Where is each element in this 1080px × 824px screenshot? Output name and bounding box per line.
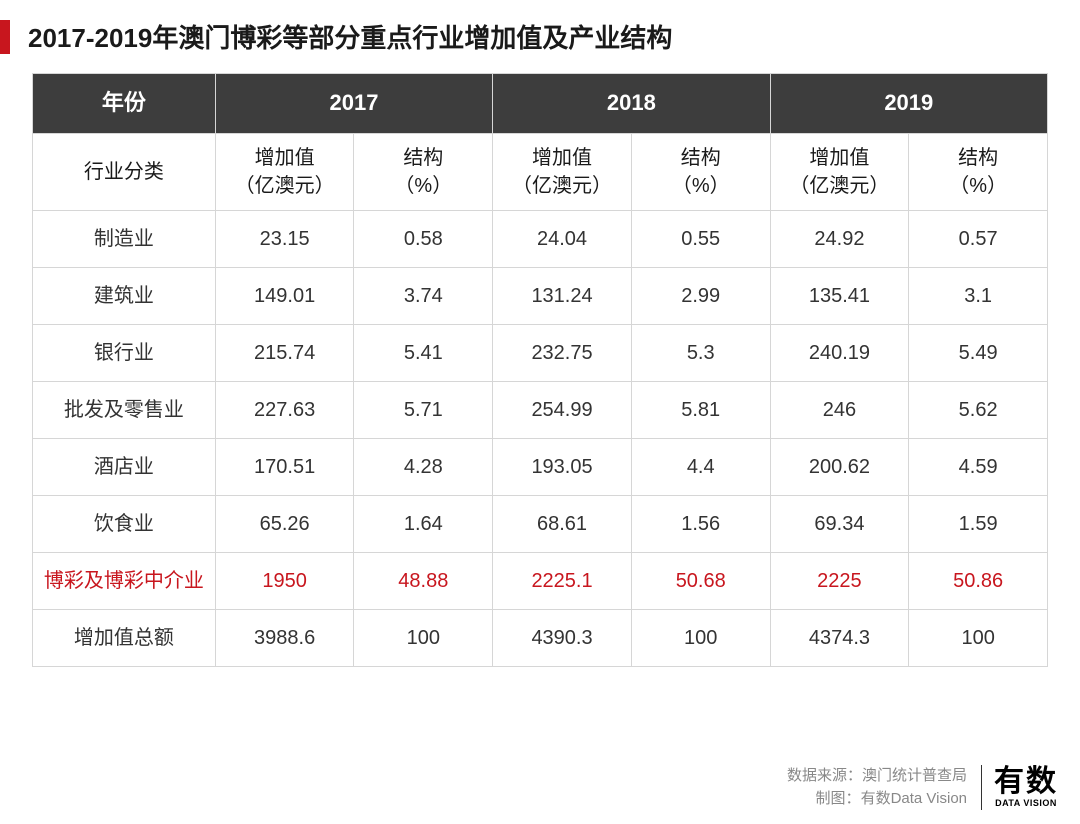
cell-2018-value: 193.05 [493,438,632,495]
cell-2018-ratio: 5.81 [631,381,770,438]
header-year-2019: 2019 [770,74,1047,134]
table-subheader-row: 行业分类 增加值（亿澳元） 结构（%） 增加值（亿澳元） 结构（%） 增加值（亿… [33,133,1048,210]
cell-2018-ratio: 0.55 [631,210,770,267]
industry-table: 年份 2017 2018 2019 行业分类 增加值（亿澳元） 结构（%） 增加… [32,73,1048,667]
sub-value-2017: 增加值（亿澳元） [215,133,354,210]
table-row: 博彩及博彩中介业195048.882225.150.68222550.86 [33,552,1048,609]
cell-2017-ratio: 5.41 [354,324,493,381]
sub-value-2019: 增加值（亿澳元） [770,133,909,210]
header: 2017-2019年澳门博彩等部分重点行业增加值及产业结构 [0,0,1080,73]
row-label: 博彩及博彩中介业 [33,552,216,609]
cell-2019-value: 24.92 [770,210,909,267]
table-row: 饮食业65.261.6468.611.5669.341.59 [33,495,1048,552]
row-label: 批发及零售业 [33,381,216,438]
cell-2017-ratio: 0.58 [354,210,493,267]
footer-credits: 数据来源：澳门统计普查局 制图：有数Data Vision [787,765,982,810]
header-year-2018: 2018 [493,74,770,134]
sub-ratio-2018: 结构（%） [631,133,770,210]
accent-bar [0,20,10,54]
source-value: 澳门统计普查局 [862,767,967,784]
table-row: 增加值总额3988.61004390.31004374.3100 [33,609,1048,666]
row-label: 制造业 [33,210,216,267]
cell-2019-value: 2225 [770,552,909,609]
table-container: 年份 2017 2018 2019 行业分类 增加值（亿澳元） 结构（%） 增加… [0,73,1080,667]
table-row: 制造业23.150.5824.040.5524.920.57 [33,210,1048,267]
cell-2018-ratio: 2.99 [631,267,770,324]
cell-2019-ratio: 5.62 [909,381,1048,438]
logo-sub-text: DATA VISION [995,799,1057,808]
table-row: 批发及零售业227.635.71254.995.812465.62 [33,381,1048,438]
cell-2018-ratio: 1.56 [631,495,770,552]
row-label: 建筑业 [33,267,216,324]
cell-2019-value: 246 [770,381,909,438]
cell-2018-value: 24.04 [493,210,632,267]
header-category-label: 行业分类 [33,133,216,210]
credit-label: 制图： [816,790,861,807]
cell-2018-value: 4390.3 [493,609,632,666]
header-year-2017: 2017 [215,74,492,134]
cell-2017-value: 227.63 [215,381,354,438]
table-body: 制造业23.150.5824.040.5524.920.57建筑业149.013… [33,210,1048,666]
cell-2017-value: 23.15 [215,210,354,267]
cell-2017-value: 65.26 [215,495,354,552]
cell-2018-value: 131.24 [493,267,632,324]
cell-2019-ratio: 5.49 [909,324,1048,381]
cell-2019-ratio: 100 [909,609,1048,666]
row-label: 银行业 [33,324,216,381]
cell-2018-ratio: 5.3 [631,324,770,381]
cell-2017-ratio: 3.74 [354,267,493,324]
cell-2017-ratio: 4.28 [354,438,493,495]
cell-2019-ratio: 4.59 [909,438,1048,495]
row-label: 饮食业 [33,495,216,552]
cell-2018-value: 254.99 [493,381,632,438]
source-label: 数据来源： [787,767,862,784]
source-line: 数据来源：澳门统计普查局 [787,765,967,788]
cell-2019-value: 135.41 [770,267,909,324]
cell-2019-value: 69.34 [770,495,909,552]
cell-2017-value: 215.74 [215,324,354,381]
cell-2019-ratio: 3.1 [909,267,1048,324]
cell-2017-value: 149.01 [215,267,354,324]
table-row: 银行业215.745.41232.755.3240.195.49 [33,324,1048,381]
cell-2017-value: 3988.6 [215,609,354,666]
cell-2017-ratio: 5.71 [354,381,493,438]
cell-2019-ratio: 1.59 [909,495,1048,552]
cell-2019-ratio: 0.57 [909,210,1048,267]
sub-ratio-2017: 结构（%） [354,133,493,210]
cell-2017-value: 1950 [215,552,354,609]
cell-2018-ratio: 50.68 [631,552,770,609]
brand-logo: 有数 DATA VISION [994,767,1058,808]
credit-line: 制图：有数Data Vision [787,788,967,811]
header-year-label: 年份 [33,74,216,134]
sub-value-2018: 增加值（亿澳元） [493,133,632,210]
logo-main-text: 有数 [994,767,1058,797]
cell-2019-value: 240.19 [770,324,909,381]
page-title: 2017-2019年澳门博彩等部分重点行业增加值及产业结构 [28,18,672,55]
row-label: 增加值总额 [33,609,216,666]
cell-2017-value: 170.51 [215,438,354,495]
credit-value: 有数Data Vision [861,790,967,807]
cell-2017-ratio: 48.88 [354,552,493,609]
footer: 数据来源：澳门统计普查局 制图：有数Data Vision 有数 DATA VI… [787,765,1058,810]
cell-2018-value: 2225.1 [493,552,632,609]
row-label: 酒店业 [33,438,216,495]
cell-2018-ratio: 100 [631,609,770,666]
sub-ratio-2019: 结构（%） [909,133,1048,210]
cell-2018-value: 68.61 [493,495,632,552]
cell-2019-ratio: 50.86 [909,552,1048,609]
cell-2017-ratio: 100 [354,609,493,666]
cell-2018-value: 232.75 [493,324,632,381]
cell-2019-value: 4374.3 [770,609,909,666]
cell-2019-value: 200.62 [770,438,909,495]
table-year-row: 年份 2017 2018 2019 [33,74,1048,134]
table-row: 建筑业149.013.74131.242.99135.413.1 [33,267,1048,324]
cell-2017-ratio: 1.64 [354,495,493,552]
cell-2018-ratio: 4.4 [631,438,770,495]
table-row: 酒店业170.514.28193.054.4200.624.59 [33,438,1048,495]
